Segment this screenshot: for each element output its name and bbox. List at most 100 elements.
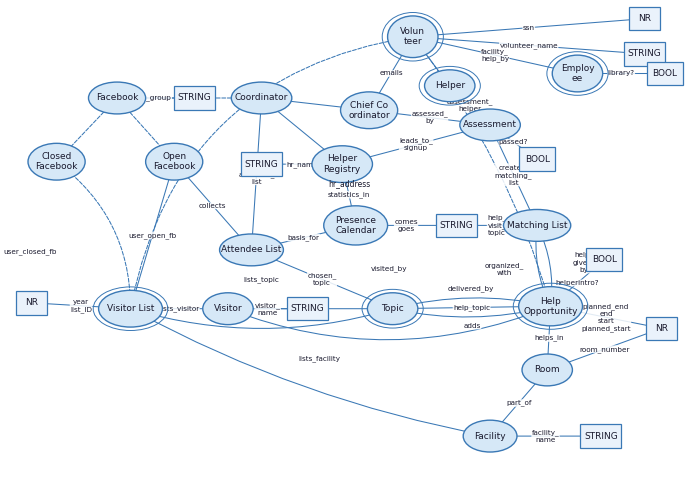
Text: assessed_
by: assessed_ by [411,111,448,124]
Ellipse shape [340,92,398,128]
Ellipse shape [99,290,162,327]
FancyArrowPatch shape [414,39,550,302]
FancyArrowPatch shape [493,126,534,157]
Ellipse shape [425,70,475,102]
FancyArrowPatch shape [536,228,549,304]
Text: facility_
name: facility_ name [532,429,560,443]
Text: BOOL: BOOL [592,255,617,264]
Text: topic_
name: topic_ name [299,302,321,316]
FancyArrowPatch shape [266,162,340,166]
Text: STRING: STRING [584,432,618,441]
FancyArrowPatch shape [580,72,661,75]
Text: Assessment: Assessment [463,121,517,129]
FancyArrowPatch shape [264,100,339,162]
Text: creates_
matching_
list: creates_ matching_ list [495,165,532,186]
Text: year
list_ID: year list_ID [70,299,92,313]
Text: assessment_
helper: assessment_ helper [447,98,493,112]
Text: passed?: passed? [499,139,528,145]
FancyArrowPatch shape [176,164,249,247]
FancyArrowPatch shape [553,262,601,304]
Ellipse shape [367,293,418,325]
FancyArrowPatch shape [254,251,390,308]
Text: lists_facility: lists_facility [299,355,340,362]
Ellipse shape [28,144,85,180]
FancyBboxPatch shape [647,62,683,85]
FancyArrowPatch shape [264,98,366,110]
FancyBboxPatch shape [519,147,556,171]
Text: help_topic: help_topic [453,304,490,311]
Ellipse shape [312,146,373,182]
Text: creates_
attendee_
list: creates_ attendee_ list [238,163,275,185]
Text: chosen_
topic: chosen_ topic [308,272,337,286]
FancyArrowPatch shape [373,109,487,124]
Text: comes
goes: comes goes [395,219,418,232]
FancyArrowPatch shape [59,163,132,305]
FancyArrowPatch shape [492,372,545,434]
FancyArrowPatch shape [553,307,658,329]
FancyArrowPatch shape [231,307,388,311]
Text: Chief Co
ordinator: Chief Co ordinator [348,100,390,120]
Text: user_closed_fb: user_closed_fb [3,249,57,255]
Text: leads_to_
signup: leads_to_ signup [399,138,433,151]
Text: Employ
ee: Employ ee [560,64,595,83]
Text: STRING: STRING [245,160,278,169]
Ellipse shape [460,109,521,141]
Ellipse shape [203,293,253,325]
Ellipse shape [232,82,292,114]
Text: Helper: Helper [435,81,465,90]
Ellipse shape [88,82,146,114]
FancyBboxPatch shape [241,152,282,176]
FancyArrowPatch shape [538,228,552,303]
FancyArrowPatch shape [60,100,115,159]
Text: hr_name: hr_name [286,161,318,168]
Text: Help
Opportunity: Help Opportunity [523,296,578,316]
Text: visitor_
name: visitor_ name [255,302,281,316]
Text: adds: adds [464,323,481,329]
Text: Facebook: Facebook [96,94,138,102]
Text: facility_
help_by: facility_ help_by [481,48,509,62]
FancyArrowPatch shape [416,17,640,37]
FancyArrowPatch shape [395,298,547,308]
Ellipse shape [503,210,571,242]
Text: NR: NR [655,324,668,333]
FancyArrowPatch shape [130,37,410,305]
Text: STRING: STRING [627,49,662,58]
FancyBboxPatch shape [580,424,621,448]
Text: hr_address: hr_address [328,179,370,188]
FancyArrowPatch shape [36,301,127,309]
FancyArrowPatch shape [371,39,412,107]
Text: help_
given_
by: help_ given_ by [572,251,596,273]
Text: room_number: room_number [579,346,630,352]
FancyBboxPatch shape [16,291,47,315]
Text: Visitor List: Visitor List [107,304,154,313]
Text: library?: library? [608,71,635,76]
Text: STRING: STRING [440,221,473,230]
FancyArrowPatch shape [491,127,536,222]
Ellipse shape [519,287,582,326]
FancyArrowPatch shape [231,307,303,311]
FancyBboxPatch shape [624,42,665,66]
Ellipse shape [146,144,203,180]
Text: Helper
Registry: Helper Registry [323,154,361,174]
Text: helperintro?: helperintro? [556,280,599,286]
Text: BOOL: BOOL [652,69,677,78]
Ellipse shape [388,16,438,57]
Ellipse shape [324,206,388,245]
FancyBboxPatch shape [174,86,215,110]
FancyArrowPatch shape [416,37,640,55]
FancyArrowPatch shape [451,88,488,123]
Text: collects: collects [199,203,227,209]
Text: user_open_fb: user_open_fb [128,232,177,239]
Text: organized_
with: organized_ with [484,263,523,276]
Text: ssn: ssn [523,24,535,31]
Text: NR: NR [638,14,651,23]
Text: Volun
teer: Volun teer [400,27,425,47]
Ellipse shape [552,55,603,92]
FancyBboxPatch shape [646,317,677,340]
Text: fb_group: fb_group [140,95,172,101]
Text: lists_visitor: lists_visitor [159,305,199,312]
Text: basis_for: basis_for [288,234,320,241]
Text: delivered_by: delivered_by [448,286,494,292]
FancyArrowPatch shape [547,309,551,367]
Text: Room: Room [534,366,560,374]
